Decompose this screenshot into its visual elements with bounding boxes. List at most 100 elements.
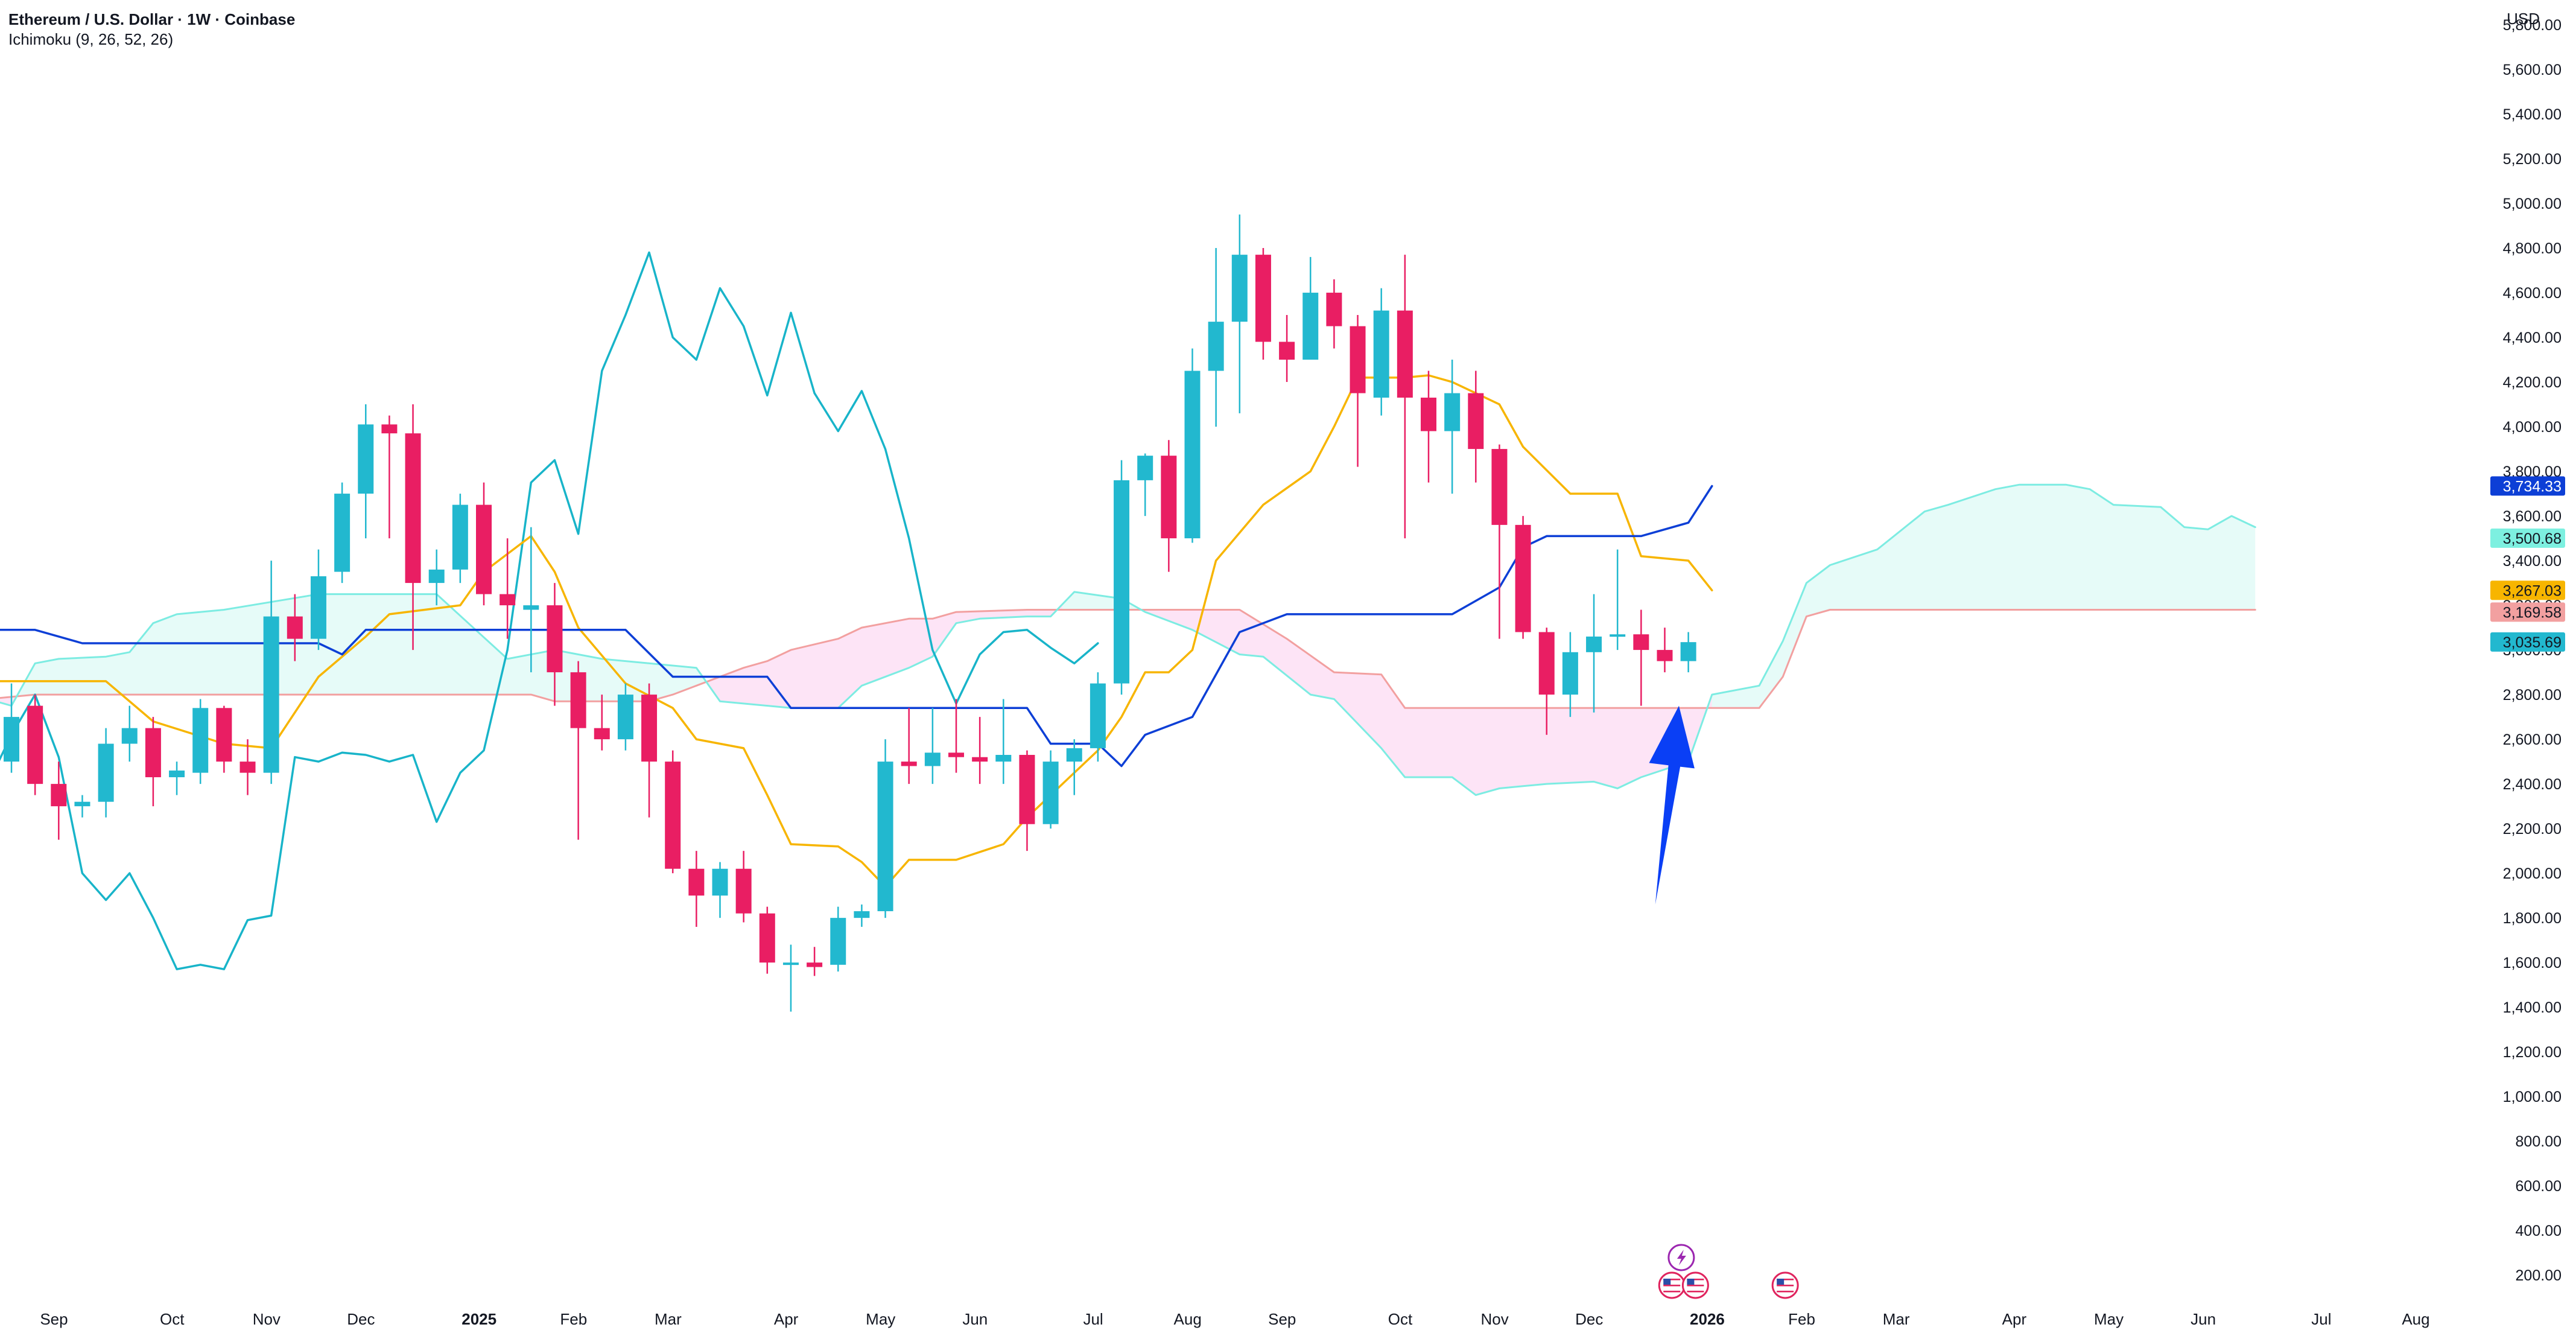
price-label-bg (2490, 580, 2565, 600)
candle (145, 717, 161, 807)
candle (74, 795, 90, 818)
candle-body (1397, 310, 1413, 398)
x-tick-label: Feb (560, 1310, 587, 1328)
chart-legend: Ethereum / U.S. Dollar · 1W · Coinbase I… (8, 10, 295, 49)
x-tick-label: Sep (40, 1310, 68, 1328)
flag-stripe (1663, 1279, 1681, 1280)
x-tick-label: Mar (655, 1310, 682, 1328)
candle (641, 683, 658, 818)
flag-stripe (1663, 1288, 1681, 1290)
candle (121, 705, 138, 762)
price-label-conversion: 3,734.33 (2490, 476, 2565, 496)
candle-body (1090, 683, 1106, 748)
annotation-arrow (1649, 705, 1695, 905)
candle (287, 594, 303, 661)
candle-body (1373, 310, 1389, 398)
flag-stripe (1777, 1279, 1794, 1280)
candle (1302, 256, 1319, 360)
x-tick-label: Dec (1575, 1310, 1603, 1328)
candle (1586, 594, 1602, 713)
candle-body (995, 755, 1012, 762)
candle (1444, 360, 1461, 494)
candle-body (1610, 634, 1626, 637)
candle (358, 404, 374, 539)
candle (1515, 516, 1531, 639)
candle-body (428, 569, 445, 584)
candle-body (98, 743, 114, 802)
flag-stripe (1663, 1285, 1681, 1287)
candle (4, 683, 19, 773)
x-tick-label: Jun (962, 1310, 988, 1328)
currency-label[interactable]: USD (2507, 10, 2540, 28)
symbol-title[interactable]: Ethereum / U.S. Dollar · 1W · Coinbase (8, 10, 296, 28)
candle (1657, 628, 1673, 673)
candle (216, 705, 232, 773)
candle (405, 404, 421, 650)
candle (240, 739, 256, 795)
flag-stripe (1663, 1291, 1681, 1293)
leading-span-a-line (0, 483, 2256, 797)
candle (500, 538, 516, 639)
y-tick-label: 4,200.00 (2503, 374, 2562, 391)
candle-body (735, 868, 752, 914)
price-label-text: 3,267.03 (2503, 582, 2562, 599)
candle-body (1279, 342, 1295, 360)
x-tick-label: Mar (1883, 1310, 1910, 1328)
indicator-label[interactable]: Ichimoku (9, 26, 52, 26) (8, 30, 174, 48)
candle-body (688, 868, 705, 896)
flag-stripe (1687, 1279, 1704, 1280)
us-flag-icon[interactable] (1681, 1271, 1709, 1299)
y-tick-label: 2,000.00 (2503, 865, 2562, 882)
candle-body (27, 705, 43, 784)
candle-body (1066, 748, 1082, 762)
candle (570, 661, 586, 840)
candle (51, 762, 67, 840)
y-tick-label: 3,400.00 (2503, 553, 2562, 570)
candle (1184, 348, 1201, 543)
lightning-icon[interactable] (1667, 1244, 1695, 1271)
candle-body (51, 784, 67, 807)
candle-body (1184, 371, 1201, 539)
x-tick-label: Dec (347, 1310, 375, 1328)
lagging-span-line (0, 251, 1099, 970)
price-label-bg (2490, 528, 2565, 548)
candle-body (1350, 326, 1366, 393)
candle-body (216, 708, 232, 762)
candle-body (334, 494, 351, 572)
us-flag-icon[interactable] (1771, 1271, 1799, 1299)
y-tick-label: 4,400.00 (2503, 329, 2562, 346)
price-label-spanB: 3,169.58 (2490, 602, 2565, 622)
candle (972, 717, 988, 784)
candle (735, 851, 752, 923)
candle (594, 695, 610, 751)
candle (547, 583, 563, 706)
candle-body (1562, 652, 1578, 695)
y-tick-label: 1,200.00 (2503, 1044, 2562, 1061)
ichimoku-cloud (0, 485, 2256, 795)
price-label-close: 3,035.69 (2490, 632, 2565, 652)
candle-body (523, 605, 539, 610)
candle (310, 549, 326, 650)
flag-stripe (1777, 1282, 1794, 1283)
flag-canton (1687, 1279, 1695, 1285)
candle-body (358, 424, 374, 494)
candle (1019, 750, 1035, 851)
price-label-bg (2490, 602, 2565, 622)
us-flag-icon[interactable] (1658, 1271, 1686, 1299)
x-tick-label: Aug (1174, 1310, 1202, 1328)
candle-body (1137, 456, 1153, 480)
candle-body (665, 762, 681, 869)
candle (924, 708, 941, 784)
y-tick-label: 1,600.00 (2503, 955, 2562, 972)
y-tick-label: 4,800.00 (2503, 240, 2562, 257)
y-tick-label: 3,600.00 (2503, 508, 2562, 525)
y-tick-label: 4,000.00 (2503, 419, 2562, 436)
x-tick-label: Nov (253, 1310, 281, 1328)
x-tick-label: Nov (1480, 1310, 1508, 1328)
y-tick-label: 5,000.00 (2503, 196, 2562, 212)
candle (27, 695, 43, 795)
flag-canton (1663, 1279, 1671, 1285)
candle (381, 415, 398, 539)
